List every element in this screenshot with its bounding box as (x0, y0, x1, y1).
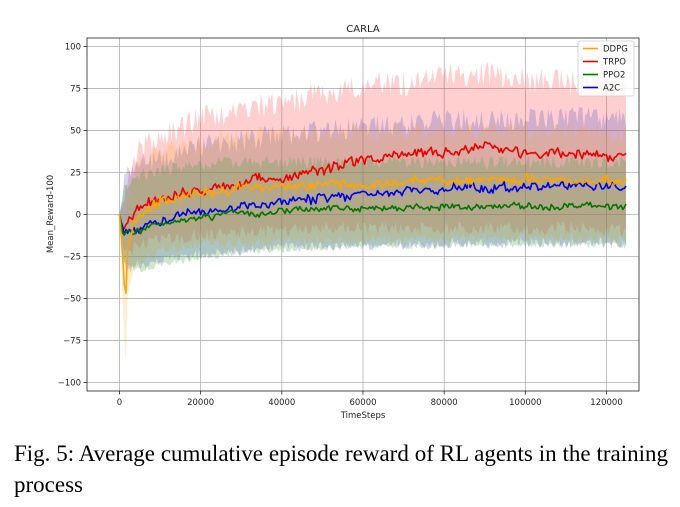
legend-label-ppo2: PPO2 (603, 71, 625, 81)
figure-background (0, 0, 680, 430)
reward-chart: 0 20000 40000 60000 80000 100000 120000 −100 −7… (0, 0, 680, 430)
y-ticks: −100 −75 −50 −25 0 25 50 75 100 (58, 42, 87, 389)
x-tick-label: 60000 (349, 398, 376, 408)
legend-label-ddpg: DDPG (603, 45, 628, 55)
x-axis-label: TimeSteps (340, 411, 386, 421)
y-tick-label: 75 (70, 84, 81, 94)
legend-box (577, 40, 635, 97)
line-ddpg (118, 172, 627, 295)
line-ppo2 (118, 201, 627, 236)
y-tick-label: −50 (63, 295, 81, 305)
line-trpo (118, 141, 627, 230)
legend-label-a2c: A2C (603, 84, 620, 94)
x-tick-label: 100000 (509, 398, 541, 408)
grid (87, 38, 639, 391)
y-tick-label: 50 (70, 126, 81, 136)
band-a2c (119, 107, 626, 273)
x-ticks: 0 20000 40000 60000 80000 100000 120000 (117, 391, 623, 408)
x-tick-label: 120000 (590, 398, 622, 408)
y-tick-label: 0 (76, 211, 81, 221)
y-axis-label: Mean_Reward-100 (46, 175, 56, 253)
x-tick-label: 40000 (268, 398, 295, 408)
line-a2c (118, 180, 627, 236)
x-tick-label: 80000 (431, 398, 458, 408)
x-tick-label: 20000 (187, 398, 214, 408)
legend-label-trpo: TRPO (602, 58, 626, 68)
y-tick-label: −25 (63, 253, 81, 263)
mean-lines (118, 141, 627, 295)
y-tick-label: −75 (63, 337, 81, 347)
y-tick-label: 100 (65, 42, 81, 52)
x-tick-label: 0 (117, 398, 122, 408)
y-tick-label: −100 (58, 379, 81, 389)
figure-caption: Fig. 5: Average cumulative episode rewar… (14, 441, 668, 497)
chart-title: CARLA (346, 24, 380, 35)
y-tick-label: 25 (70, 168, 81, 178)
legend: DDPG TRPO PPO2 A2C (577, 40, 635, 97)
